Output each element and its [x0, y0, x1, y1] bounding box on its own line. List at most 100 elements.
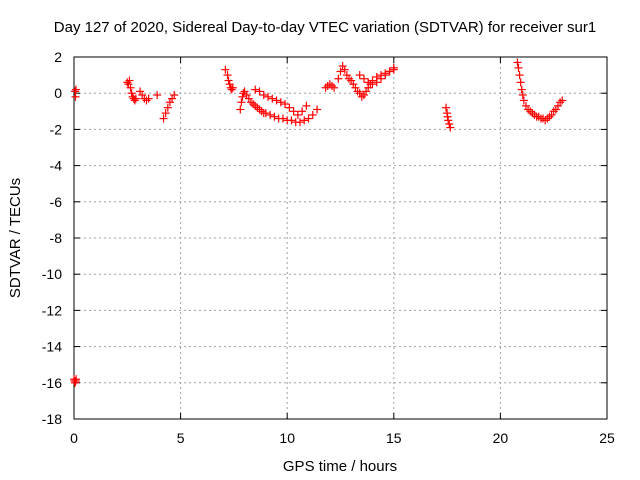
- data-point: [272, 96, 281, 105]
- data-point: [293, 110, 302, 119]
- data-point: [530, 110, 539, 119]
- data-point: [300, 116, 309, 125]
- data-point: [138, 91, 147, 100]
- data-point: [142, 96, 151, 105]
- x-tick-label: 0: [70, 430, 78, 446]
- data-point: [521, 101, 530, 110]
- y-tick-label: 2: [54, 49, 62, 65]
- data-point: [255, 87, 264, 96]
- y-tick-label: -8: [50, 230, 63, 246]
- x-axis-label: GPS time / hours: [283, 458, 397, 475]
- data-point: [342, 71, 351, 80]
- data-point: [353, 87, 362, 96]
- data-point: [444, 116, 453, 125]
- data-point: [289, 107, 298, 116]
- data-point: [257, 107, 266, 116]
- x-axis: 0 5 10 15 20 25: [70, 57, 615, 446]
- data-point: [287, 116, 296, 125]
- data-point: [519, 96, 528, 105]
- data-point: [72, 375, 81, 384]
- data-point: [381, 71, 390, 80]
- data-point: [159, 114, 168, 123]
- data-point: [514, 63, 523, 72]
- y-tick-label: -12: [42, 302, 62, 318]
- data-point: [236, 105, 245, 114]
- data-point: [336, 67, 345, 76]
- data-point: [251, 101, 260, 110]
- data-point: [127, 89, 136, 98]
- data-point: [224, 76, 233, 85]
- data-point: [528, 109, 537, 118]
- data-point: [278, 114, 287, 123]
- data-point: [442, 103, 451, 112]
- data-point: [270, 112, 279, 121]
- data-point: [298, 107, 307, 116]
- data-point: [372, 78, 381, 87]
- chart-title: Day 127 of 2020, Sidereal Day-to-day VTE…: [54, 19, 596, 36]
- data-point: [541, 116, 550, 125]
- data-point: [553, 101, 562, 110]
- data-point: [377, 74, 386, 83]
- data-point: [144, 94, 153, 103]
- x-tick-label: 10: [279, 430, 295, 446]
- data-point: [338, 62, 347, 71]
- data-point: [347, 76, 356, 85]
- y-tick-label: -2: [50, 121, 63, 137]
- data-point: [334, 74, 343, 83]
- data-point: [340, 65, 349, 74]
- data-point: [364, 78, 373, 87]
- data-point: [253, 103, 262, 112]
- data-point: [238, 92, 247, 101]
- data-point: [281, 100, 290, 109]
- data-point: [244, 94, 253, 103]
- data-point: [71, 92, 80, 101]
- data-point: [355, 89, 364, 98]
- data-point: [345, 74, 354, 83]
- data-point: [551, 105, 560, 114]
- data-point: [445, 119, 454, 128]
- data-point: [325, 80, 334, 89]
- data-point: [161, 109, 170, 118]
- data-point: [517, 85, 526, 94]
- data-point: [558, 96, 567, 105]
- data-point: [443, 112, 452, 121]
- data-series-sdtvar: [70, 58, 567, 387]
- data-point: [131, 94, 140, 103]
- data-point: [227, 85, 236, 94]
- data-point: [71, 85, 80, 94]
- data-point: [163, 103, 172, 112]
- y-tick-label: -18: [42, 411, 62, 427]
- x-tick-label: 25: [599, 430, 615, 446]
- data-point: [543, 114, 552, 123]
- data-point: [295, 118, 304, 127]
- y-tick-label: -6: [50, 194, 63, 210]
- data-point: [266, 110, 275, 119]
- data-point: [556, 98, 565, 107]
- data-point: [321, 83, 330, 92]
- data-point: [228, 83, 237, 92]
- data-point: [223, 71, 232, 80]
- gridlines: [74, 57, 607, 419]
- data-point: [259, 91, 268, 100]
- data-point: [446, 123, 455, 132]
- data-point: [359, 91, 368, 100]
- data-point: [330, 83, 339, 92]
- data-point: [153, 91, 162, 100]
- data-point: [255, 105, 264, 114]
- data-point: [168, 94, 177, 103]
- data-point: [170, 91, 179, 100]
- data-point: [513, 58, 522, 67]
- y-tick-label: -14: [42, 339, 62, 355]
- y-axis: 2 0 -2 -4 -6 -8 -10 -12 -14 -16 -18: [42, 49, 607, 427]
- data-point: [351, 83, 360, 92]
- data-point: [313, 105, 322, 114]
- data-point: [130, 96, 139, 105]
- data-point: [362, 87, 371, 96]
- data-point: [308, 110, 317, 119]
- data-point: [221, 65, 230, 74]
- data-point: [237, 98, 246, 107]
- data-point: [165, 98, 174, 107]
- data-point: [549, 107, 558, 116]
- data-point: [264, 92, 273, 101]
- data-point: [136, 87, 145, 96]
